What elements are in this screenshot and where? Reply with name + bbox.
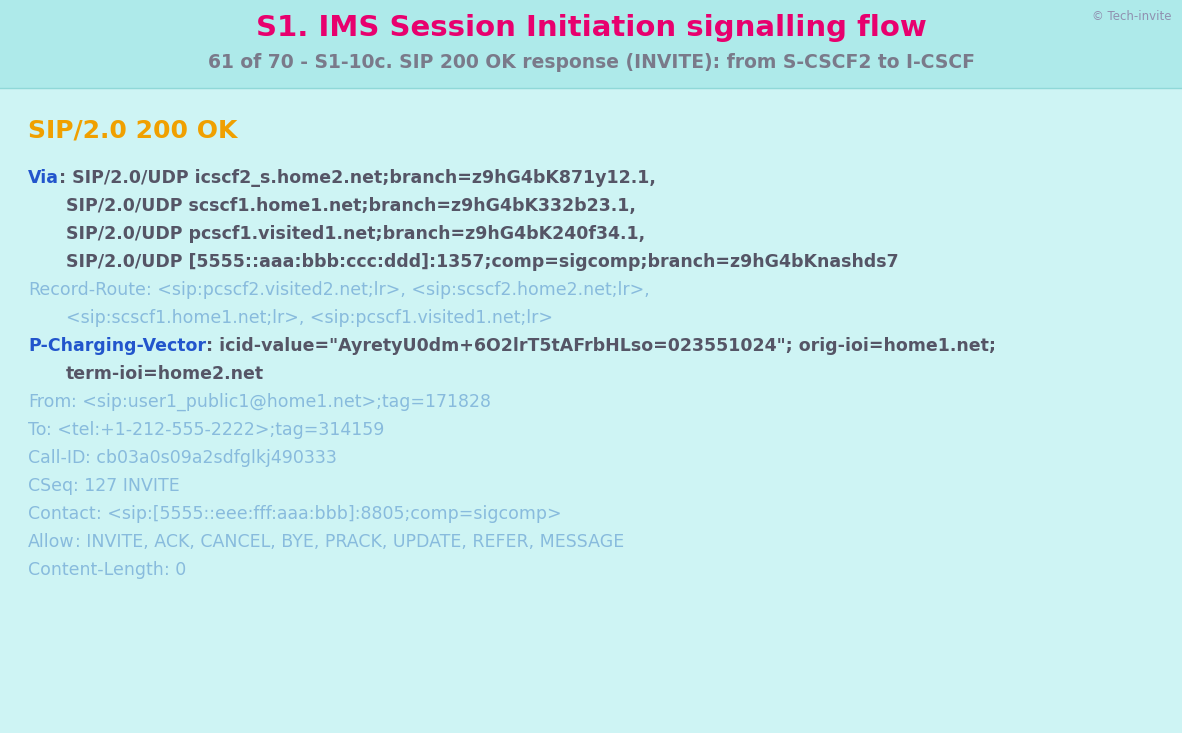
Text: : <tel:+1-212-555-2222>;tag=314159: : <tel:+1-212-555-2222>;tag=314159 [46,421,385,439]
Text: SIP/2.0/UDP pcscf1.visited1.net;branch=z9hG4bK240f34.1,: SIP/2.0/UDP pcscf1.visited1.net;branch=z… [66,225,645,243]
Text: : cb03a0s09a2sdfglkj490333: : cb03a0s09a2sdfglkj490333 [85,449,337,467]
Text: From: From [28,393,71,411]
Text: Allow: Allow [28,533,74,551]
Text: : SIP/2.0/UDP icscf2_s.home2.net;branch=z9hG4bK871y12.1,: : SIP/2.0/UDP icscf2_s.home2.net;branch=… [59,169,656,187]
Text: : INVITE, ACK, CANCEL, BYE, PRACK, UPDATE, REFER, MESSAGE: : INVITE, ACK, CANCEL, BYE, PRACK, UPDAT… [74,533,624,551]
Text: : icid-value="AyretyU0dm+6O2lrT5tAFrbHLso=023551024"; orig-ioi=home1.net;: : icid-value="AyretyU0dm+6O2lrT5tAFrbHLs… [206,337,996,355]
Text: : <sip:user1_public1@home1.net>;tag=171828: : <sip:user1_public1@home1.net>;tag=1718… [71,393,492,411]
Text: P-Charging-Vector: P-Charging-Vector [28,337,206,355]
Text: Call-ID: Call-ID [28,449,85,467]
Text: : <sip:[5555::eee:fff:aaa:bbb]:8805;comp=sigcomp>: : <sip:[5555::eee:fff:aaa:bbb]:8805;comp… [96,505,561,523]
Text: : <sip:pcscf2.visited2.net;lr>, <sip:scscf2.home2.net;lr>,: : <sip:pcscf2.visited2.net;lr>, <sip:scs… [145,281,650,299]
Text: To: To [28,421,46,439]
Text: Content-Length: Content-Length [28,561,164,579]
Text: S1. IMS Session Initiation signalling flow: S1. IMS Session Initiation signalling fl… [255,14,927,42]
Text: SIP/2.0/UDP scscf1.home1.net;branch=z9hG4bK332b23.1,: SIP/2.0/UDP scscf1.home1.net;branch=z9hG… [66,197,636,215]
Text: © Tech-invite: © Tech-invite [1092,10,1173,23]
Text: : 0: : 0 [164,561,186,579]
Text: 61 of 70 - S1-10c. SIP 200 OK response (INVITE): from S-CSCF2 to I-CSCF: 61 of 70 - S1-10c. SIP 200 OK response (… [208,53,974,72]
Bar [0,0,1182,88]
Text: Via: Via [28,169,59,187]
Text: SIP/2.0 200 OK: SIP/2.0 200 OK [28,118,238,142]
Text: : 127 INVITE: : 127 INVITE [73,477,180,495]
Text: SIP/2.0/UDP [5555::aaa:bbb:ccc:ddd]:1357;comp=sigcomp;branch=z9hG4bKnashds7: SIP/2.0/UDP [5555::aaa:bbb:ccc:ddd]:1357… [66,253,898,271]
Text: <sip:scscf1.home1.net;lr>, <sip:pcscf1.visited1.net;lr>: <sip:scscf1.home1.net;lr>, <sip:pcscf1.v… [66,309,553,327]
Text: Contact: Contact [28,505,96,523]
Text: CSeq: CSeq [28,477,73,495]
Text: Record-Route: Record-Route [28,281,145,299]
Text: term-ioi=home2.net: term-ioi=home2.net [66,365,264,383]
